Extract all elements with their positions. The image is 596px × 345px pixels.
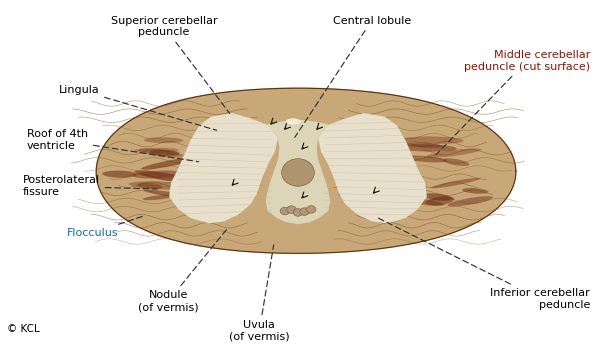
Text: Posterolateral
fissure: Posterolateral fissure [23, 176, 157, 197]
Ellipse shape [426, 196, 454, 206]
Ellipse shape [150, 150, 179, 156]
Ellipse shape [306, 206, 316, 213]
Ellipse shape [141, 157, 198, 170]
Ellipse shape [443, 158, 469, 166]
Ellipse shape [403, 156, 448, 162]
Ellipse shape [424, 193, 452, 201]
Polygon shape [96, 88, 516, 253]
Ellipse shape [448, 196, 493, 206]
Polygon shape [266, 121, 330, 224]
Ellipse shape [431, 178, 480, 188]
Ellipse shape [103, 170, 137, 178]
Ellipse shape [293, 209, 303, 216]
Ellipse shape [287, 206, 296, 213]
Ellipse shape [138, 148, 183, 158]
Ellipse shape [129, 181, 192, 189]
Ellipse shape [397, 144, 457, 152]
Ellipse shape [280, 207, 290, 215]
Ellipse shape [135, 170, 197, 183]
Ellipse shape [462, 188, 489, 194]
Ellipse shape [134, 148, 179, 153]
Ellipse shape [133, 170, 184, 178]
Ellipse shape [282, 159, 315, 186]
Text: © KCL: © KCL [7, 325, 40, 334]
Text: Inferior cerebellar
peduncle: Inferior cerebellar peduncle [378, 218, 590, 310]
Text: Superior cerebellar
peduncle: Superior cerebellar peduncle [111, 16, 229, 114]
Ellipse shape [144, 190, 188, 197]
Ellipse shape [300, 208, 309, 215]
Text: Nodule
(of vermis): Nodule (of vermis) [138, 228, 228, 312]
Text: Central lobule: Central lobule [295, 16, 411, 137]
Text: Uvula
(of vermis): Uvula (of vermis) [229, 245, 290, 342]
Ellipse shape [138, 183, 163, 189]
Ellipse shape [399, 142, 443, 148]
Ellipse shape [403, 136, 464, 144]
Polygon shape [319, 114, 426, 223]
Text: Lingula: Lingula [58, 85, 217, 130]
Ellipse shape [387, 196, 444, 206]
Ellipse shape [142, 195, 175, 200]
Ellipse shape [144, 137, 183, 143]
Polygon shape [170, 114, 277, 223]
Text: Flocculus: Flocculus [67, 216, 145, 238]
Ellipse shape [427, 148, 481, 157]
Text: Middle cerebellar
peduncle (cut surface): Middle cerebellar peduncle (cut surface) [436, 50, 590, 155]
Text: Roof of 4th
ventricle: Roof of 4th ventricle [27, 129, 198, 162]
Ellipse shape [285, 118, 300, 125]
